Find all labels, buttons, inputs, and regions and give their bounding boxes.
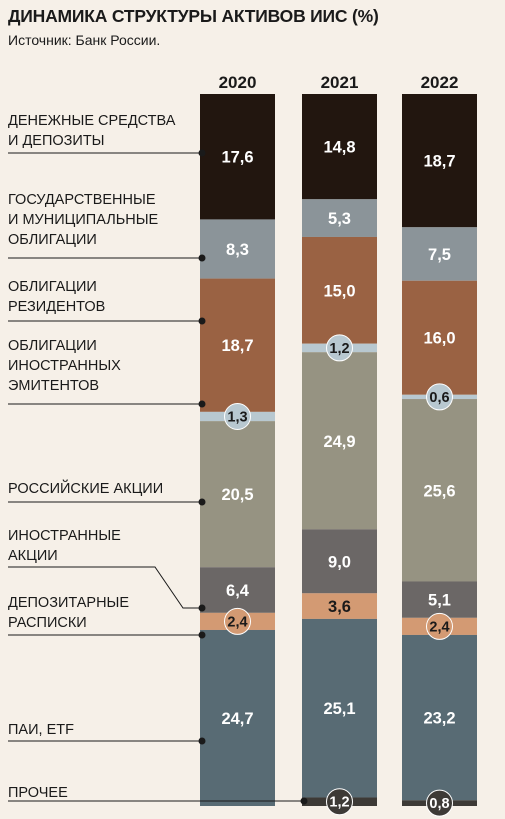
bar-segment-8-2020 (200, 629, 275, 806)
value-label-9-2021: 1,2 (329, 795, 349, 811)
value-badge-7-2020 (224, 607, 251, 635)
legend-label-3-line-2: РЕЗИДЕНТОВ (8, 299, 105, 315)
value-label-7-2021: 3,6 (328, 598, 351, 616)
value-label-7-2022: 2,4 (429, 619, 449, 635)
leader-dot-3 (198, 317, 206, 325)
value-label-3-2022: 16,0 (423, 330, 455, 348)
bar-segment-5-2021 (302, 352, 377, 530)
value-label-2-2022: 7,5 (428, 246, 451, 264)
chart-source: Источник: Банк России. (8, 32, 161, 48)
bar-segment-7-2021 (302, 593, 377, 619)
chart-title: ДИНАМИКА СТРУКТУРЫ АКТИВОВ ИИС (%) (8, 6, 379, 26)
leader-dot-6 (198, 604, 206, 612)
bar-segment-6-2020 (200, 567, 275, 613)
leader-dot-5 (198, 498, 206, 506)
legend-label-7-line-2: РАСПИСКИ (8, 615, 87, 631)
bar-segment-2-2020 (200, 219, 275, 279)
bar-segment-5-2022 (402, 399, 477, 582)
value-label-8-2020: 24,7 (221, 710, 253, 728)
leader-line-6 (8, 566, 200, 609)
bar-segment-2-2022 (402, 227, 477, 281)
leader-dot-9 (300, 797, 308, 805)
bar-segment-6-2021 (302, 529, 377, 594)
year-label-2022: 2022 (421, 73, 459, 92)
value-label-4-2020: 1,3 (227, 410, 247, 426)
value-label-5-2022: 25,6 (423, 482, 455, 500)
value-label-1-2021: 14,8 (323, 139, 355, 157)
value-label-8-2021: 25,1 (323, 700, 355, 718)
value-label-2-2021: 5,3 (328, 210, 351, 228)
value-badge-7-2022 (426, 612, 453, 640)
bar-segment-8-2022 (402, 634, 477, 801)
value-label-5-2020: 20,5 (221, 486, 253, 504)
legend-label-6-line-1: ИНОСТРАННЫЕ (8, 528, 121, 544)
bar-segment-3-2022 (402, 280, 477, 395)
legend-label-6-line-2: АКЦИИ (8, 548, 58, 564)
value-label-5-2021: 24,9 (323, 433, 355, 451)
bar-segment-2-2021 (302, 199, 377, 237)
legend-label-1-line-1: ДЕНЕЖНЫЕ СРЕДСТВА (8, 113, 176, 129)
value-badge-9-2022 (426, 789, 453, 817)
legend-label-2-line-1: ГОСУДАРСТВЕННЫЕ (8, 192, 156, 208)
legend-label-4-line-2: ИНОСТРАННЫХ (8, 358, 121, 374)
bar-segment-1-2020 (200, 94, 275, 220)
value-label-4-2022: 0,6 (429, 390, 449, 406)
year-label-2021: 2021 (321, 73, 359, 92)
value-badge-4-2020 (224, 403, 251, 431)
leader-dot-8 (198, 737, 206, 745)
legend-label-4-line-1: ОБЛИГАЦИИ (8, 338, 97, 354)
value-label-2-2020: 8,3 (226, 241, 249, 259)
bar-segment-3-2020 (200, 278, 275, 412)
bar-segment-3-2021 (302, 236, 377, 344)
value-label-1-2022: 18,7 (423, 153, 455, 171)
legend-label-9-line-1: ПРОЧЕЕ (8, 785, 68, 801)
bar-segment-8-2021 (302, 618, 377, 798)
bar-segment-6-2022 (402, 581, 477, 618)
value-label-6-2022: 5,1 (428, 592, 451, 610)
value-badge-4-2022 (426, 383, 453, 411)
leader-dot-7 (198, 631, 206, 639)
value-badge-9-2021 (326, 788, 353, 816)
legend-label-7-line-1: ДЕПОЗИТАРНЫЕ (8, 595, 129, 611)
legend-label-3-line-1: ОБЛИГАЦИИ (8, 279, 97, 295)
leader-dot-4 (198, 400, 206, 408)
bar-segment-1-2022 (402, 94, 477, 228)
value-label-8-2022: 23,2 (423, 710, 455, 728)
value-label-4-2021: 1,2 (329, 341, 349, 357)
value-label-1-2020: 17,6 (221, 149, 253, 167)
leader-dot-2 (198, 254, 206, 262)
value-label-3-2020: 18,7 (221, 337, 253, 355)
legend-label-2-line-3: ОБЛИГАЦИИ (8, 232, 97, 248)
legend-label-1-line-2: И ДЕПОЗИТЫ (8, 133, 105, 149)
leader-dot-1 (198, 149, 206, 157)
bar-segment-5-2020 (200, 421, 275, 568)
value-label-9-2022: 0,8 (429, 796, 449, 812)
legend-label-2-line-2: И МУНИЦИПАЛЬНЫЕ (8, 212, 159, 228)
bar-segment-1-2021 (302, 94, 377, 200)
value-label-6-2020: 6,4 (226, 582, 250, 600)
value-label-3-2021: 15,0 (323, 282, 355, 300)
legend-label-5-line-1: РОССИЙСКИЕ АКЦИИ (8, 479, 163, 497)
legend-label-4-line-3: ЭМИТЕНТОВ (8, 378, 99, 394)
year-label-2020: 2020 (219, 73, 257, 92)
value-label-7-2020: 2,4 (227, 614, 247, 630)
value-badge-4-2021 (326, 334, 353, 362)
value-label-6-2021: 9,0 (328, 553, 351, 571)
legend-label-8-line-1: ПАИ, ETF (8, 722, 74, 738)
